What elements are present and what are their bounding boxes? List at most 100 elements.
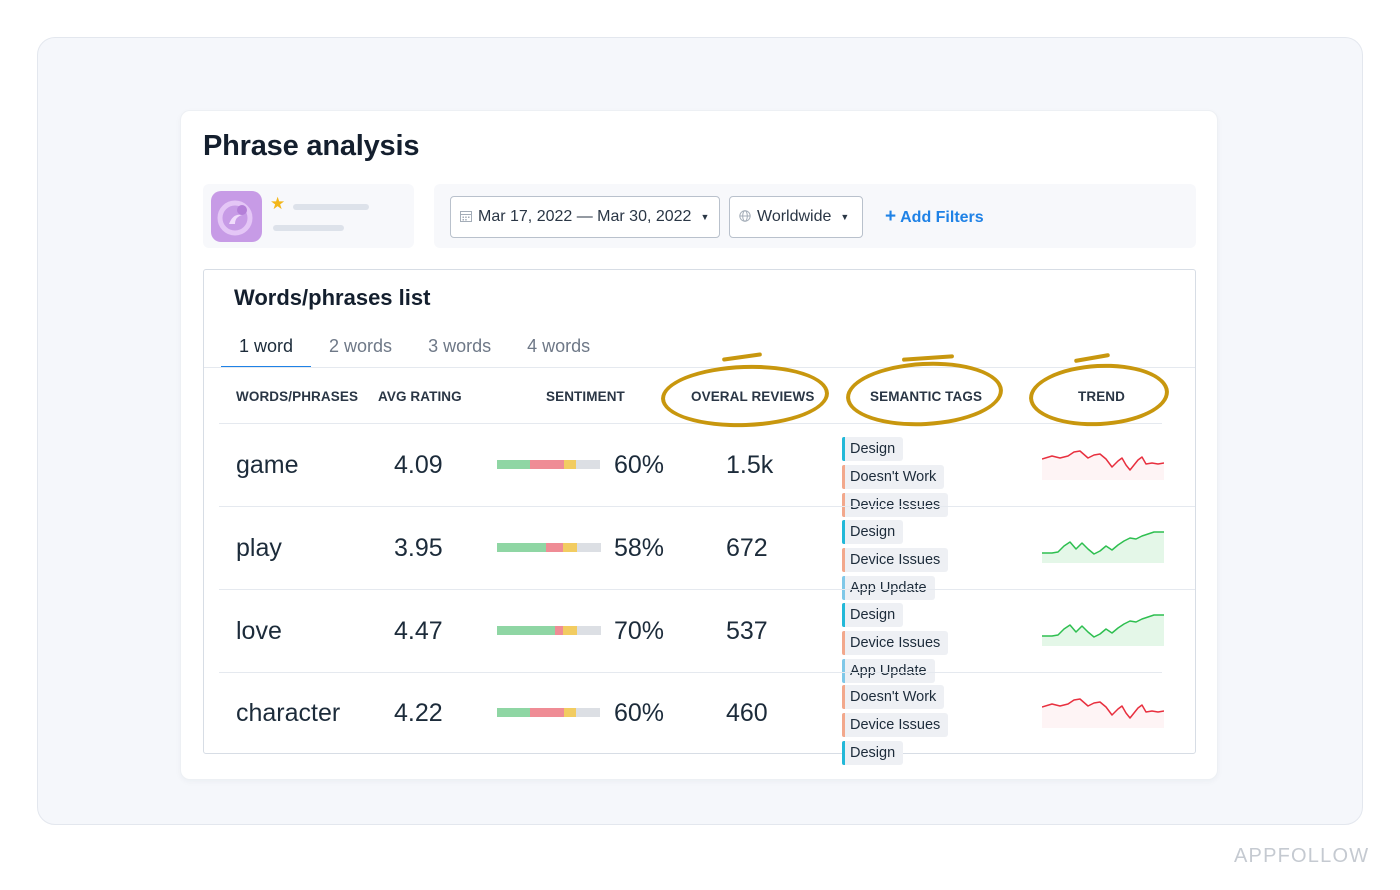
sentiment-segment-empty	[577, 543, 601, 552]
sentiment-segment-neutral	[564, 708, 576, 717]
trend-area	[1042, 451, 1164, 480]
date-range-value: Mar 17, 2022 — Mar 30, 2022	[478, 208, 692, 225]
row-divider	[219, 506, 1195, 507]
tabs-divider	[204, 367, 1195, 368]
region-select[interactable]: Worldwide ▼	[729, 196, 863, 238]
header-trend[interactable]: TREND	[1078, 389, 1125, 404]
sentiment-segment-neutral	[564, 460, 576, 469]
app-logo-icon	[211, 191, 262, 242]
row-reviews: 460	[726, 699, 768, 727]
sentiment-bar	[497, 460, 601, 469]
semantic-tag[interactable]: Design	[842, 437, 904, 461]
sentiment-segment-empty	[576, 708, 600, 717]
trend-line	[1042, 450, 1164, 471]
tab-2-words[interactable]: 2 words	[329, 336, 393, 356]
table-row[interactable]: game 4.09 60% 1.5k Design Doesn't Work Dev…	[219, 424, 1195, 517]
semantic-tag[interactable]: Doesn't Work	[842, 465, 945, 489]
calendar-icon	[460, 210, 472, 225]
trend-area	[1042, 532, 1164, 563]
trend-area	[1042, 699, 1164, 728]
semantic-tag[interactable]: Device Issues	[842, 713, 949, 737]
tab-3-words[interactable]: 3 words	[428, 336, 492, 356]
semantic-tag[interactable]: App Update	[842, 659, 935, 683]
add-filters-button[interactable]: + Add Filters	[885, 206, 984, 228]
header-words[interactable]: WORDS/PHRASES	[236, 389, 359, 404]
tab-4-words[interactable]: 4 words	[527, 336, 591, 356]
sentiment-segment-neutral	[563, 543, 578, 552]
sentiment-segment-negative	[545, 543, 564, 552]
header-sentiment[interactable]: SENTIMENT	[546, 389, 625, 404]
tab-1-word[interactable]: 1 word	[221, 332, 312, 368]
words-list-panel	[203, 269, 1196, 754]
header-reviews[interactable]: OVERAL REVIEWS	[691, 389, 815, 404]
app-name-placeholder	[293, 204, 369, 210]
table-row[interactable]: play 3.95 58% 672 Design Device Issues App…	[219, 507, 1195, 600]
sentiment-segment-negative	[555, 626, 563, 635]
sentiment-segment-positive	[497, 543, 546, 552]
row-rating: 3.95	[394, 534, 443, 562]
semantic-tags: Design Doesn't Work Device Issues	[842, 437, 1012, 521]
semantic-tag[interactable]: Device Issues	[842, 631, 949, 655]
semantic-tag[interactable]: Design	[842, 741, 904, 765]
sentiment-segment-negative	[530, 708, 564, 717]
row-sentiment: 60%	[614, 699, 665, 727]
region-value: Worldwide	[757, 208, 832, 225]
row-reviews: 672	[726, 534, 768, 562]
header-rating[interactable]: AVG RATING	[378, 389, 462, 404]
semantic-tag[interactable]: Design	[842, 603, 904, 627]
row-word: game	[236, 451, 299, 479]
sentiment-segment-positive	[497, 626, 555, 635]
trend-sparkline	[1042, 614, 1164, 646]
sentiment-segment-positive	[497, 460, 530, 469]
trend-line	[1042, 614, 1164, 638]
date-range-select[interactable]: Mar 17, 2022 — Mar 30, 2022 ▼	[450, 196, 720, 238]
table-row[interactable]: character 4.22 60% 460 Doesn't Work Devic…	[219, 672, 1195, 765]
semantic-tag[interactable]: Device Issues	[842, 493, 949, 517]
trend-line	[1042, 531, 1164, 555]
row-word: love	[236, 617, 282, 645]
caret-down-icon: ▼	[840, 212, 850, 222]
semantic-tag[interactable]: Design	[842, 520, 904, 544]
trend-line	[1042, 698, 1164, 719]
app-selector[interactable]: ★	[203, 184, 414, 248]
row-reviews: 537	[726, 617, 768, 645]
sentiment-bar	[497, 626, 601, 635]
word-count-tabs: 1 word 2 words 3 words 4 words	[221, 332, 608, 368]
trend-sparkline	[1042, 698, 1164, 728]
row-rating: 4.09	[394, 451, 443, 479]
row-divider	[219, 672, 1162, 673]
globe-icon	[739, 209, 751, 225]
trend-area	[1042, 615, 1164, 646]
app-subtitle-placeholder	[273, 225, 344, 231]
row-sentiment: 60%	[614, 451, 665, 479]
row-divider	[219, 589, 1195, 590]
row-sentiment: 70%	[614, 617, 665, 645]
row-sentiment: 58%	[614, 534, 665, 562]
caret-down-icon: ▼	[700, 212, 710, 222]
header-divider	[219, 423, 1162, 424]
semantic-tags: Doesn't Work Device Issues Design	[842, 685, 1012, 769]
semantic-tags: Design Device Issues App Update	[842, 603, 1012, 687]
row-rating: 4.47	[394, 617, 443, 645]
sentiment-bar	[497, 543, 601, 552]
sentiment-segment-empty	[577, 626, 601, 635]
star-icon: ★	[270, 194, 286, 213]
row-reviews: 1.5k	[726, 451, 774, 479]
header-tags[interactable]: SEMANTIC TAGS	[870, 389, 983, 404]
filter-bar: Mar 17, 2022 — Mar 30, 2022 ▼ Worldwide …	[434, 184, 1196, 248]
row-word: play	[236, 534, 282, 562]
semantic-tag[interactable]: Device Issues	[842, 548, 949, 572]
semantic-tag[interactable]: App Update	[842, 576, 935, 600]
semantic-tags: Design Device Issues App Update	[842, 520, 1012, 604]
sentiment-segment-negative	[530, 460, 564, 469]
trend-sparkline	[1042, 450, 1164, 480]
table-row[interactable]: love 4.47 70% 537 Design Device Issues App…	[219, 590, 1195, 683]
row-word: character	[236, 699, 341, 727]
semantic-tag[interactable]: Doesn't Work	[842, 685, 945, 709]
row-rating: 4.22	[394, 699, 443, 727]
plus-icon: +	[885, 206, 897, 227]
sentiment-bar	[497, 708, 601, 717]
sentiment-segment-empty	[576, 460, 600, 469]
trend-sparkline	[1042, 531, 1164, 563]
page-title: Phrase analysis	[203, 130, 420, 162]
